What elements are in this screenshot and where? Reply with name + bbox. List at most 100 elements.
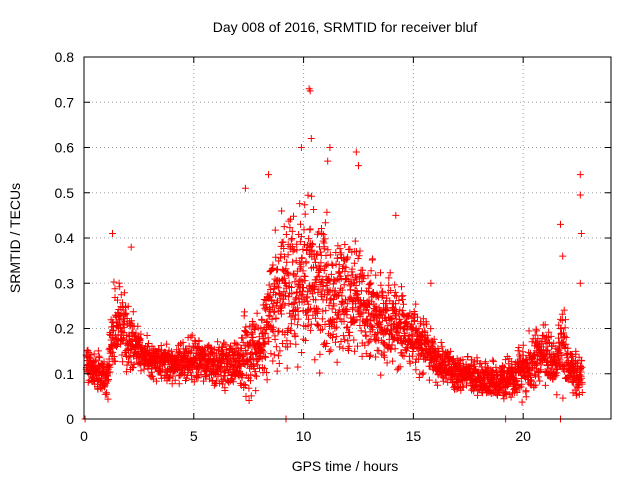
data-point: [459, 356, 467, 364]
data-point: [362, 350, 370, 358]
data-point: [272, 253, 280, 261]
data-point: [561, 324, 569, 332]
data-point: [522, 393, 530, 401]
data-point: [377, 269, 384, 277]
data-point: [307, 326, 315, 334]
data-point: [483, 363, 491, 371]
data-point: [341, 267, 349, 275]
data-point: [214, 338, 222, 346]
data-point: [261, 329, 269, 337]
data-point: [528, 377, 535, 385]
data-point: [351, 347, 359, 355]
data-point: [265, 281, 273, 289]
data-point: [106, 368, 114, 376]
data-point: [418, 370, 426, 378]
data-point: [275, 284, 283, 292]
data-point: [434, 345, 442, 352]
data-point: [249, 334, 257, 341]
data-point: [258, 347, 266, 354]
data-point: [353, 248, 360, 256]
data-point: [91, 357, 99, 365]
data-point: [168, 348, 176, 356]
data-point: [578, 363, 586, 371]
data-point: [337, 284, 345, 292]
data-point: [195, 337, 203, 345]
data-point: [83, 347, 91, 355]
data-point: [137, 367, 145, 375]
x-axis-label: GPS time / hours: [292, 458, 399, 474]
data-point: [427, 325, 435, 333]
data-point: [350, 336, 358, 344]
data-point: [299, 287, 307, 295]
data-point: [341, 241, 349, 248]
data-point: [522, 387, 530, 395]
data-point: [239, 338, 247, 346]
data-point: [179, 338, 187, 346]
data-point: [519, 341, 527, 349]
data-point: [499, 363, 507, 371]
data-point: [279, 340, 286, 347]
data-point: [533, 327, 541, 335]
data-point: [388, 341, 396, 349]
data-point: [578, 380, 586, 388]
y-axis-label: SRMTID / TECUs: [7, 183, 23, 293]
data-point: [294, 321, 302, 329]
data-point: [95, 352, 103, 360]
data-point: [507, 357, 515, 365]
y-tick-label: 0: [66, 411, 74, 427]
data-point: [264, 334, 272, 342]
data-point: [227, 360, 235, 368]
data-point: [274, 352, 282, 360]
data-point: [285, 217, 293, 225]
data-point: [242, 381, 250, 389]
data-point: [293, 246, 301, 254]
data-point: [464, 353, 472, 360]
data-point: [541, 381, 549, 389]
data-point: [528, 338, 536, 346]
data-point: [310, 263, 317, 271]
data-point: [292, 340, 300, 348]
data-point: [111, 358, 119, 365]
data-point: [137, 330, 145, 338]
data-point: [340, 317, 348, 325]
data-point: [301, 337, 309, 344]
data-point: [113, 343, 120, 350]
data-point: [273, 367, 281, 375]
data-point: [280, 223, 288, 231]
data-point: [315, 272, 323, 280]
data-point: [375, 347, 383, 355]
data-point: [201, 351, 209, 359]
data-point: [175, 348, 183, 356]
data-point: [559, 394, 567, 402]
data-point: [344, 272, 352, 280]
y-tick-label: 0.2: [55, 321, 75, 337]
data-point: [129, 328, 137, 336]
data-point: [539, 343, 547, 351]
data-point: [270, 308, 278, 316]
data-point: [288, 235, 296, 242]
data-point: [296, 200, 304, 208]
data-point: [525, 327, 533, 335]
data-point: [315, 268, 322, 276]
data-point: [401, 332, 408, 340]
data-point: [116, 313, 124, 321]
data-point: [280, 245, 288, 252]
data-point: [301, 273, 309, 280]
data-point: [545, 328, 553, 336]
data-point: [578, 357, 586, 365]
data-point: [335, 268, 343, 276]
chart-title: Day 008 of 2016, SRMTID for receiver blu…: [213, 19, 478, 35]
data-point: [267, 350, 275, 358]
data-point: [247, 392, 255, 400]
data-point: [507, 393, 515, 401]
data-point: [372, 271, 380, 279]
data-point: [127, 346, 135, 354]
data-point: [489, 356, 497, 364]
data-point: [318, 287, 326, 295]
data-point: [105, 362, 113, 369]
data-point: [290, 299, 298, 307]
data-point: [293, 304, 301, 312]
data-point: [129, 308, 137, 316]
data-point: [437, 339, 445, 346]
data-point: [140, 365, 148, 373]
